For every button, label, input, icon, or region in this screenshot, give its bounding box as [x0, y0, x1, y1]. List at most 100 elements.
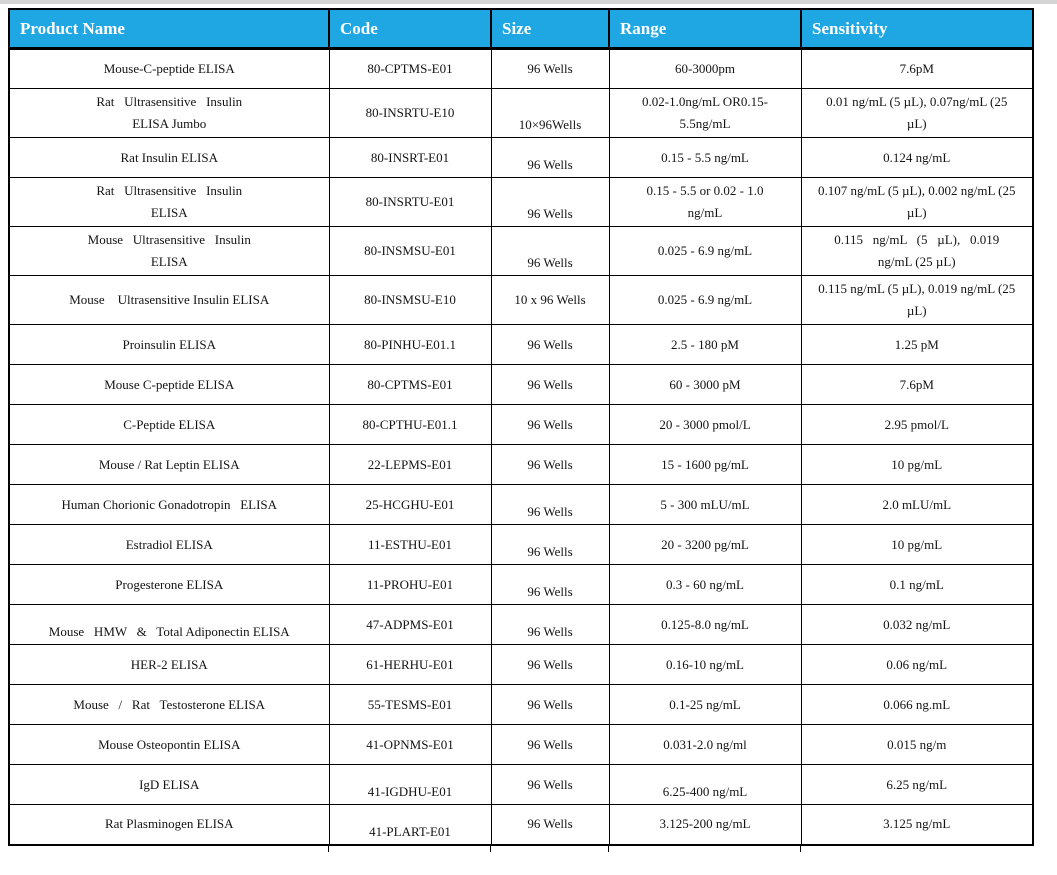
cell-range: 0.02-1.0ng/mL OR0.15- 5.5ng/mL — [608, 88, 802, 138]
table-continuation-stub — [328, 845, 329, 852]
cell-size: 96 Wells — [490, 324, 610, 365]
cell-code: 11-PROHU-E01 — [328, 564, 492, 605]
elisa-product-table: Product Name Code Size Range Sensitivity… — [8, 8, 1034, 846]
column-header-code: Code — [328, 8, 492, 50]
cell-range: 3.125-200 ng/mL — [608, 804, 802, 845]
cell-size: 10 x 96 Wells — [490, 275, 610, 325]
cell-name: Mouse Ultrasensitive Insulin ELISA — [8, 275, 330, 325]
cell-name: Rat Plasminogen ELISA — [8, 804, 330, 845]
table-row: Rat Ultrasensitive Insulin ELISA 80-INSRT… — [8, 177, 1034, 227]
cell-sensitivity: 7.6pM — [800, 48, 1034, 89]
cell-sensitivity: 2.95 pmol/L — [800, 404, 1034, 445]
cell-range: 0.15 - 5.5 ng/mL — [608, 137, 802, 178]
product-table-container: Product Name Code Size Range Sensitivity… — [8, 8, 1034, 853]
table-continuation-stub — [608, 845, 609, 852]
cell-sensitivity: 0.115 ng/mL (5 µL), 0.019 ng/mL (25 µL) — [800, 275, 1034, 325]
cell-size: 96 Wells — [490, 404, 610, 445]
cell-size: 96 Wells — [490, 604, 610, 645]
table-row: Mouse-C-peptide ELISA 80-CPTMS-E01 96 Well… — [8, 48, 1034, 89]
cell-sensitivity: 0.015 ng/m — [800, 724, 1034, 765]
cell-size: 96 Wells — [490, 177, 610, 227]
cell-code: 80-CPTMS-E01 — [328, 364, 492, 405]
cell-range: 0.15 - 5.5 or 0.02 - 1.0 ng/mL — [608, 177, 802, 227]
table-row: Mouse Ultrasensitive Insulin ELISA 80-INS… — [8, 226, 1034, 276]
table-row: Rat Insulin ELISA 80-INSRT-E01 96 Wells 0.1… — [8, 137, 1034, 178]
cell-code: 80-INSMSU-E10 — [328, 275, 492, 325]
cell-name: Proinsulin ELISA — [8, 324, 330, 365]
cell-size: 96 Wells — [490, 364, 610, 405]
cell-size: 96 Wells — [490, 804, 610, 845]
cell-name: Mouse HMW & Total Adiponectin ELISA — [8, 604, 330, 645]
cell-code: 80-INSMSU-E01 — [328, 226, 492, 276]
cell-name: Rat Ultrasensitive Insulin ELISA Jumbo — [8, 88, 330, 138]
table-row: Mouse C-peptide ELISA 80-CPTMS-E01 96 Well… — [8, 364, 1034, 405]
cell-sensitivity: 0.06 ng/mL — [800, 644, 1034, 685]
cell-range: 15 - 1600 pg/mL — [608, 444, 802, 485]
cell-code: 61-HERHU-E01 — [328, 644, 492, 685]
cell-code: 22-LEPMS-E01 — [328, 444, 492, 485]
cell-range: 0.031-2.0 ng/ml — [608, 724, 802, 765]
cell-size: 96 Wells — [490, 444, 610, 485]
cell-code: 80-INSRT-E01 — [328, 137, 492, 178]
product-table-body: Mouse-C-peptide ELISA 80-CPTMS-E01 96 Well… — [8, 48, 1034, 845]
cell-code: 55-TESMS-E01 — [328, 684, 492, 725]
cell-sensitivity: 1.25 pM — [800, 324, 1034, 365]
table-row: IgD ELISA 41-IGDHU-E01 96 Wells 6.25-400 ng… — [8, 764, 1034, 805]
cell-size: 96 Wells — [490, 644, 610, 685]
cell-sensitivity: 0.124 ng/mL — [800, 137, 1034, 178]
cell-sensitivity: 6.25 ng/mL — [800, 764, 1034, 805]
cell-sensitivity: 3.125 ng/mL — [800, 804, 1034, 845]
cell-sensitivity: 7.6pM — [800, 364, 1034, 405]
cell-sensitivity: 0.107 ng/mL (5 µL), 0.002 ng/mL (25 µL) — [800, 177, 1034, 227]
cell-size: 96 Wells — [490, 226, 610, 276]
cell-code: 80-INSRTU-E10 — [328, 88, 492, 138]
page-top-edge — [0, 0, 1057, 4]
column-header-sensitivity: Sensitivity — [800, 8, 1034, 50]
cell-size: 96 Wells — [490, 484, 610, 525]
table-row: Mouse Osteopontin ELISA 41-OPNMS-E01 96 We… — [8, 724, 1034, 765]
cell-range: 2.5 - 180 pM — [608, 324, 802, 365]
column-header-size: Size — [490, 8, 610, 50]
cell-size: 96 Wells — [490, 684, 610, 725]
cell-code: 80-INSRTU-E01 — [328, 177, 492, 227]
cell-sensitivity: 0.01 ng/mL (5 µL), 0.07ng/mL (25 µL) — [800, 88, 1034, 138]
cell-sensitivity: 0.066 ng.mL — [800, 684, 1034, 725]
cell-code: 47-ADPMS-E01 — [328, 604, 492, 645]
table-row: Rat Ultrasensitive Insulin ELISA Jumbo 80… — [8, 88, 1034, 138]
cell-sensitivity: 10 pg/mL — [800, 444, 1034, 485]
table-row: Mouse HMW & Total Adiponectin ELISA 47-AD… — [8, 604, 1034, 645]
table-row: Mouse / Rat Testosterone ELISA 55-TESMS-E… — [8, 684, 1034, 725]
cell-range: 0.025 - 6.9 ng/mL — [608, 275, 802, 325]
cell-range: 60-3000pm — [608, 48, 802, 89]
cell-name: Rat Insulin ELISA — [8, 137, 330, 178]
cell-name: Mouse-C-peptide ELISA — [8, 48, 330, 89]
cell-code: 80-CPTMS-E01 — [328, 48, 492, 89]
table-row: Rat Plasminogen ELISA 41-PLART-E01 96 Well… — [8, 804, 1034, 845]
cell-name: Rat Ultrasensitive Insulin ELISA — [8, 177, 330, 227]
cell-code: 41-PLART-E01 — [328, 804, 492, 845]
cell-name: Estradiol ELISA — [8, 524, 330, 565]
table-header: Product Name Code Size Range Sensitivity — [8, 8, 1034, 50]
cell-range: 20 - 3200 pg/mL — [608, 524, 802, 565]
cell-code: 41-IGDHU-E01 — [328, 764, 492, 805]
cell-range: 20 - 3000 pmol/L — [608, 404, 802, 445]
cell-code: 80-PINHU-E01.1 — [328, 324, 492, 365]
cell-name: Mouse / Rat Leptin ELISA — [8, 444, 330, 485]
cell-name: Mouse C-peptide ELISA — [8, 364, 330, 405]
table-row: Human Chorionic Gonadotropin ELISA 25-HCG… — [8, 484, 1034, 525]
table-header-row: Product Name Code Size Range Sensitivity — [8, 8, 1034, 50]
cell-size: 96 Wells — [490, 764, 610, 805]
table-row: Estradiol ELISA 11-ESTHU-E01 96 Wells 20 - … — [8, 524, 1034, 565]
cell-size: 96 Wells — [490, 524, 610, 565]
cell-size: 96 Wells — [490, 137, 610, 178]
cell-range: 0.3 - 60 ng/mL — [608, 564, 802, 605]
cell-range: 5 - 300 mLU/mL — [608, 484, 802, 525]
cell-name: Human Chorionic Gonadotropin ELISA — [8, 484, 330, 525]
table-continuation-stubs — [8, 845, 1032, 853]
table-row: Mouse / Rat Leptin ELISA 22-LEPMS-E01 96 W… — [8, 444, 1034, 485]
cell-code: 80-CPTHU-E01.1 — [328, 404, 492, 445]
cell-name: Progesterone ELISA — [8, 564, 330, 605]
cell-sensitivity: 0.032 ng/mL — [800, 604, 1034, 645]
table-row: C-Peptide ELISA 80-CPTHU-E01.1 96 Wells 20 … — [8, 404, 1034, 445]
cell-range: 0.1-25 ng/mL — [608, 684, 802, 725]
